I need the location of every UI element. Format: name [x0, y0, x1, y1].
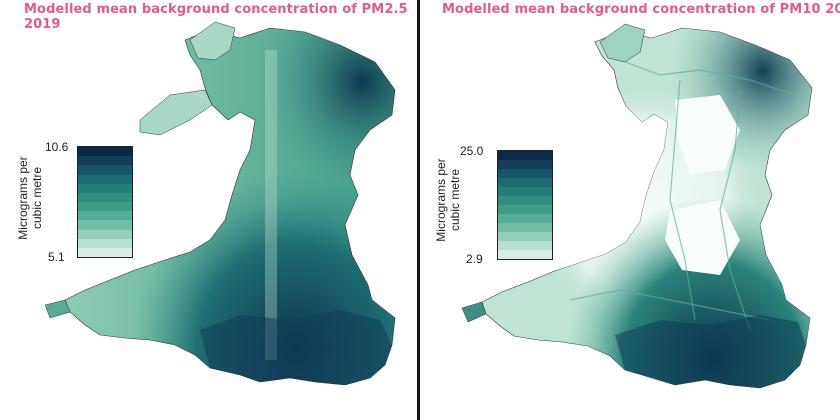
- pm25-legend-swatch: [78, 211, 132, 221]
- pm10-legend-swatch: [498, 232, 552, 241]
- pm25-legend-swatch: [78, 165, 132, 175]
- pm10-legend-unit-line2: cubic metre: [448, 168, 462, 232]
- pm10-map-title: Modelled mean background concentration o…: [442, 2, 840, 17]
- wales-map-pm10: [461, 23, 813, 389]
- pm10-legend-swatch: [498, 214, 552, 223]
- pm10-legend-swatch: [498, 178, 552, 187]
- wales-shape-pm25: [44, 21, 396, 386]
- pm10-legend-swatch: [498, 169, 552, 178]
- pm25-legend-swatch: [78, 202, 132, 212]
- pm10-legend-swatch: [498, 223, 552, 232]
- wales-map-pm25: [44, 21, 396, 386]
- pm10-legend-colorbar: [497, 150, 553, 260]
- pm10-legend-unit: Micrograms per cubic metre: [434, 140, 462, 260]
- pm25-legend-unit-line2: cubic metre: [30, 166, 44, 230]
- pm25-legend-swatch: [78, 156, 132, 166]
- pm25-legend-swatch: [78, 229, 132, 239]
- pm25-legend-swatch: [78, 192, 132, 203]
- pm25-legend-swatch: [78, 174, 132, 184]
- pm10-legend-unit-line1: Micrograms per: [434, 158, 448, 242]
- pm10-legend-min: 2.9: [466, 252, 483, 266]
- pm10-map-panel: Modelled mean background concentration o…: [420, 0, 840, 420]
- panel-divider: [417, 0, 420, 420]
- pm25-legend-min: 5.1: [48, 250, 65, 264]
- pm25-legend-swatch: [78, 183, 132, 193]
- pm10-legend-swatch: [498, 205, 552, 214]
- pm10-legend-swatch: [498, 241, 552, 250]
- pm25-map-panel: Modelled mean background concentration o…: [0, 0, 417, 420]
- pm25-legend-unit-line1: Micrograms per: [16, 156, 30, 240]
- pm10-legend-swatch: [498, 196, 552, 205]
- pm25-legend-swatch: [78, 247, 132, 258]
- pm25-legend-max: 10.6: [45, 140, 69, 154]
- pm10-legend-swatch: [498, 160, 552, 169]
- wales-shape-pm10: [461, 23, 813, 389]
- pm25-map-title: Modelled mean background concentration o…: [24, 2, 408, 32]
- pm25-legend-colorbar: [77, 146, 133, 258]
- pm10-legend-swatch: [498, 250, 552, 259]
- pm10-legend-max: 25.0: [460, 144, 484, 158]
- pm10-legend-swatch: [498, 151, 552, 160]
- pm10-legend-swatch: [498, 187, 552, 196]
- pm25-legend-swatch: [78, 238, 132, 248]
- pm25-legend-unit: Micrograms per cubic metre: [16, 138, 44, 258]
- pm25-legend-swatch: [78, 147, 132, 157]
- pm25-legend-swatch: [78, 220, 132, 230]
